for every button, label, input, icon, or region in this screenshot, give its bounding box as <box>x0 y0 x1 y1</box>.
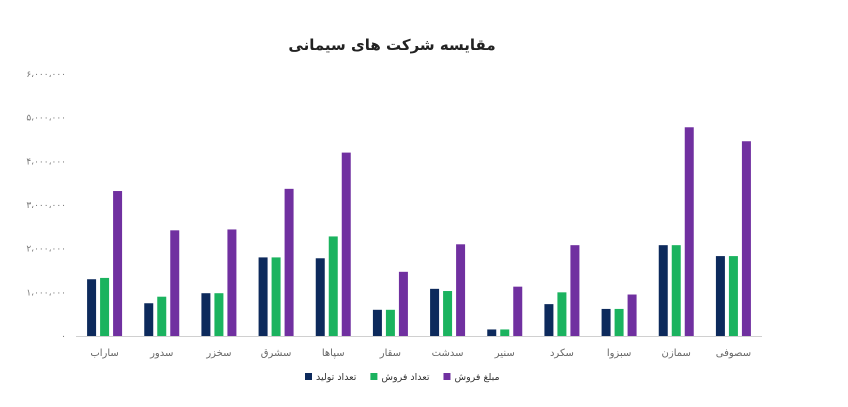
bar <box>513 286 523 336</box>
bar <box>430 288 440 336</box>
bar <box>627 294 637 336</box>
y-tick-label: ۰ <box>61 332 66 342</box>
bar <box>487 329 497 336</box>
bars-group <box>87 127 751 336</box>
bar <box>715 256 725 336</box>
x-tick-label: سبزوا <box>607 348 632 359</box>
legend: تعداد تولید تعداد فروش مبلغ فروش <box>305 372 500 383</box>
x-tick-label: سپاها <box>322 348 345 359</box>
bar <box>601 308 611 336</box>
bar <box>328 236 338 336</box>
x-axis-labels: ساراب سدور سخزر سشرق سپاها سقار سدشت سنیر سکرد سب… <box>90 348 751 359</box>
x-tick-label: ساراب <box>90 348 118 359</box>
x-tick-label: سمازن <box>662 348 691 359</box>
bar <box>113 191 123 336</box>
bar <box>500 329 510 336</box>
bar <box>341 152 351 336</box>
x-tick-label: سشرق <box>261 348 292 359</box>
bar <box>315 258 325 336</box>
y-tick-label: ۶،۰۰۰،۰۰۰ <box>26 70 66 80</box>
y-tick-label: ۲،۰۰۰،۰۰۰ <box>26 245 66 255</box>
y-tick-label: ۵،۰۰۰،۰۰۰ <box>26 114 66 124</box>
chart-title: مقایسه شرکت های سیمانی <box>288 36 495 54</box>
legend-label: مبلغ فروش <box>454 372 499 383</box>
x-tick-label: سقار <box>379 348 401 359</box>
bar <box>570 245 580 336</box>
bar <box>557 292 567 336</box>
y-axis: ۰ ۱،۰۰۰،۰۰۰ ۲،۰۰۰،۰۰۰ ۳،۰۰۰،۰۰۰ ۴،۰۰۰،۰۰۰ ۵،۰… <box>26 70 66 342</box>
x-tick-label: سدور <box>149 348 173 359</box>
bar <box>398 271 408 336</box>
bar <box>87 279 97 336</box>
y-tick-label: ۳،۰۰۰،۰۰۰ <box>26 201 66 211</box>
bar <box>144 303 154 336</box>
bar <box>671 245 681 336</box>
bar <box>456 244 466 336</box>
legend-swatch <box>443 373 451 380</box>
legend-swatch <box>305 373 312 380</box>
x-tick-label: سخزر <box>205 348 231 359</box>
bar <box>728 256 738 336</box>
bar <box>544 304 554 336</box>
bar <box>385 309 395 336</box>
bar <box>658 245 668 336</box>
bar <box>170 230 180 336</box>
legend-label: تعداد فروش <box>381 372 429 383</box>
bar <box>684 127 694 336</box>
x-tick-label: سکرد <box>550 348 574 359</box>
bar <box>100 277 110 336</box>
bar <box>284 188 294 336</box>
x-tick-label: سصوفی <box>716 348 751 359</box>
bar <box>258 257 268 336</box>
bar <box>214 293 224 336</box>
x-tick-label: سنیر <box>494 348 515 359</box>
bar <box>271 257 281 336</box>
bar <box>614 308 624 336</box>
bar <box>227 229 237 336</box>
bar <box>741 141 751 336</box>
bar <box>157 296 167 336</box>
y-tick-label: ۴،۰۰۰،۰۰۰ <box>26 157 66 167</box>
y-tick-label: ۱،۰۰۰،۰۰۰ <box>26 288 66 298</box>
legend-label: تعداد تولید <box>316 372 357 383</box>
x-tick-label: سدشت <box>432 348 464 359</box>
bar <box>372 309 382 336</box>
bar <box>443 291 453 336</box>
bar <box>201 293 211 336</box>
legend-swatch <box>370 373 378 380</box>
